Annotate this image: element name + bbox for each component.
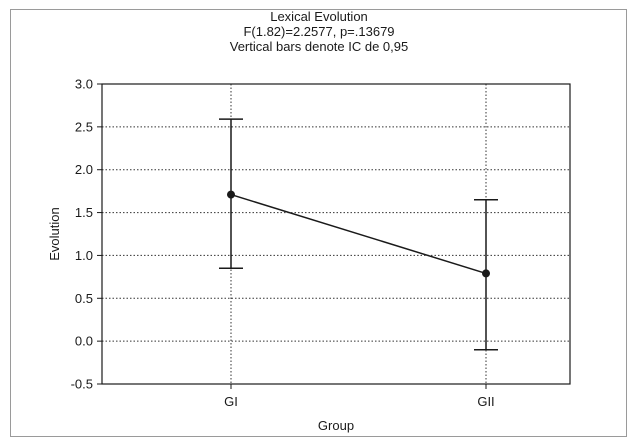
x-tick-label: GII: [477, 394, 494, 409]
chart-subtitle-1: F(1.82)=2.2577, p=.13679: [243, 24, 395, 39]
plot-area: [101, 83, 571, 385]
series-layer: [227, 190, 490, 278]
y-tick-label: 2.5: [75, 119, 93, 134]
data-point: [482, 269, 490, 278]
chart-title: Lexical Evolution: [270, 9, 368, 24]
y-tick-label: 1.5: [75, 205, 93, 220]
x-tick-labels: GI GII: [224, 384, 495, 409]
chart-subtitle-2: Vertical bars denote IC de 0,95: [229, 39, 409, 54]
data-point: [227, 190, 235, 199]
series-line: [230, 193, 487, 275]
chart-frame: [10, 9, 627, 437]
y-tick-label: 2.0: [75, 162, 93, 177]
y-tick-label: -0.5: [71, 377, 93, 392]
y-tick-label: 0.5: [75, 291, 93, 306]
y-tick-labels: 3.0 2.5 2.0 1.5 1.0 0.5 0.0 -0.5: [71, 77, 102, 392]
y-axis-label: Evolution: [47, 207, 62, 260]
x-axis-label: Group: [318, 418, 354, 433]
chart-titles: Lexical Evolution F(1.82)=2.2577, p=.136…: [0, 9, 638, 54]
y-tick-label: 1.0: [75, 248, 93, 263]
grid-layer: [102, 84, 570, 384]
y-tick-label: 3.0: [75, 77, 93, 92]
x-tick-label: GI: [224, 394, 238, 409]
y-tick-label: 0.0: [75, 334, 93, 349]
